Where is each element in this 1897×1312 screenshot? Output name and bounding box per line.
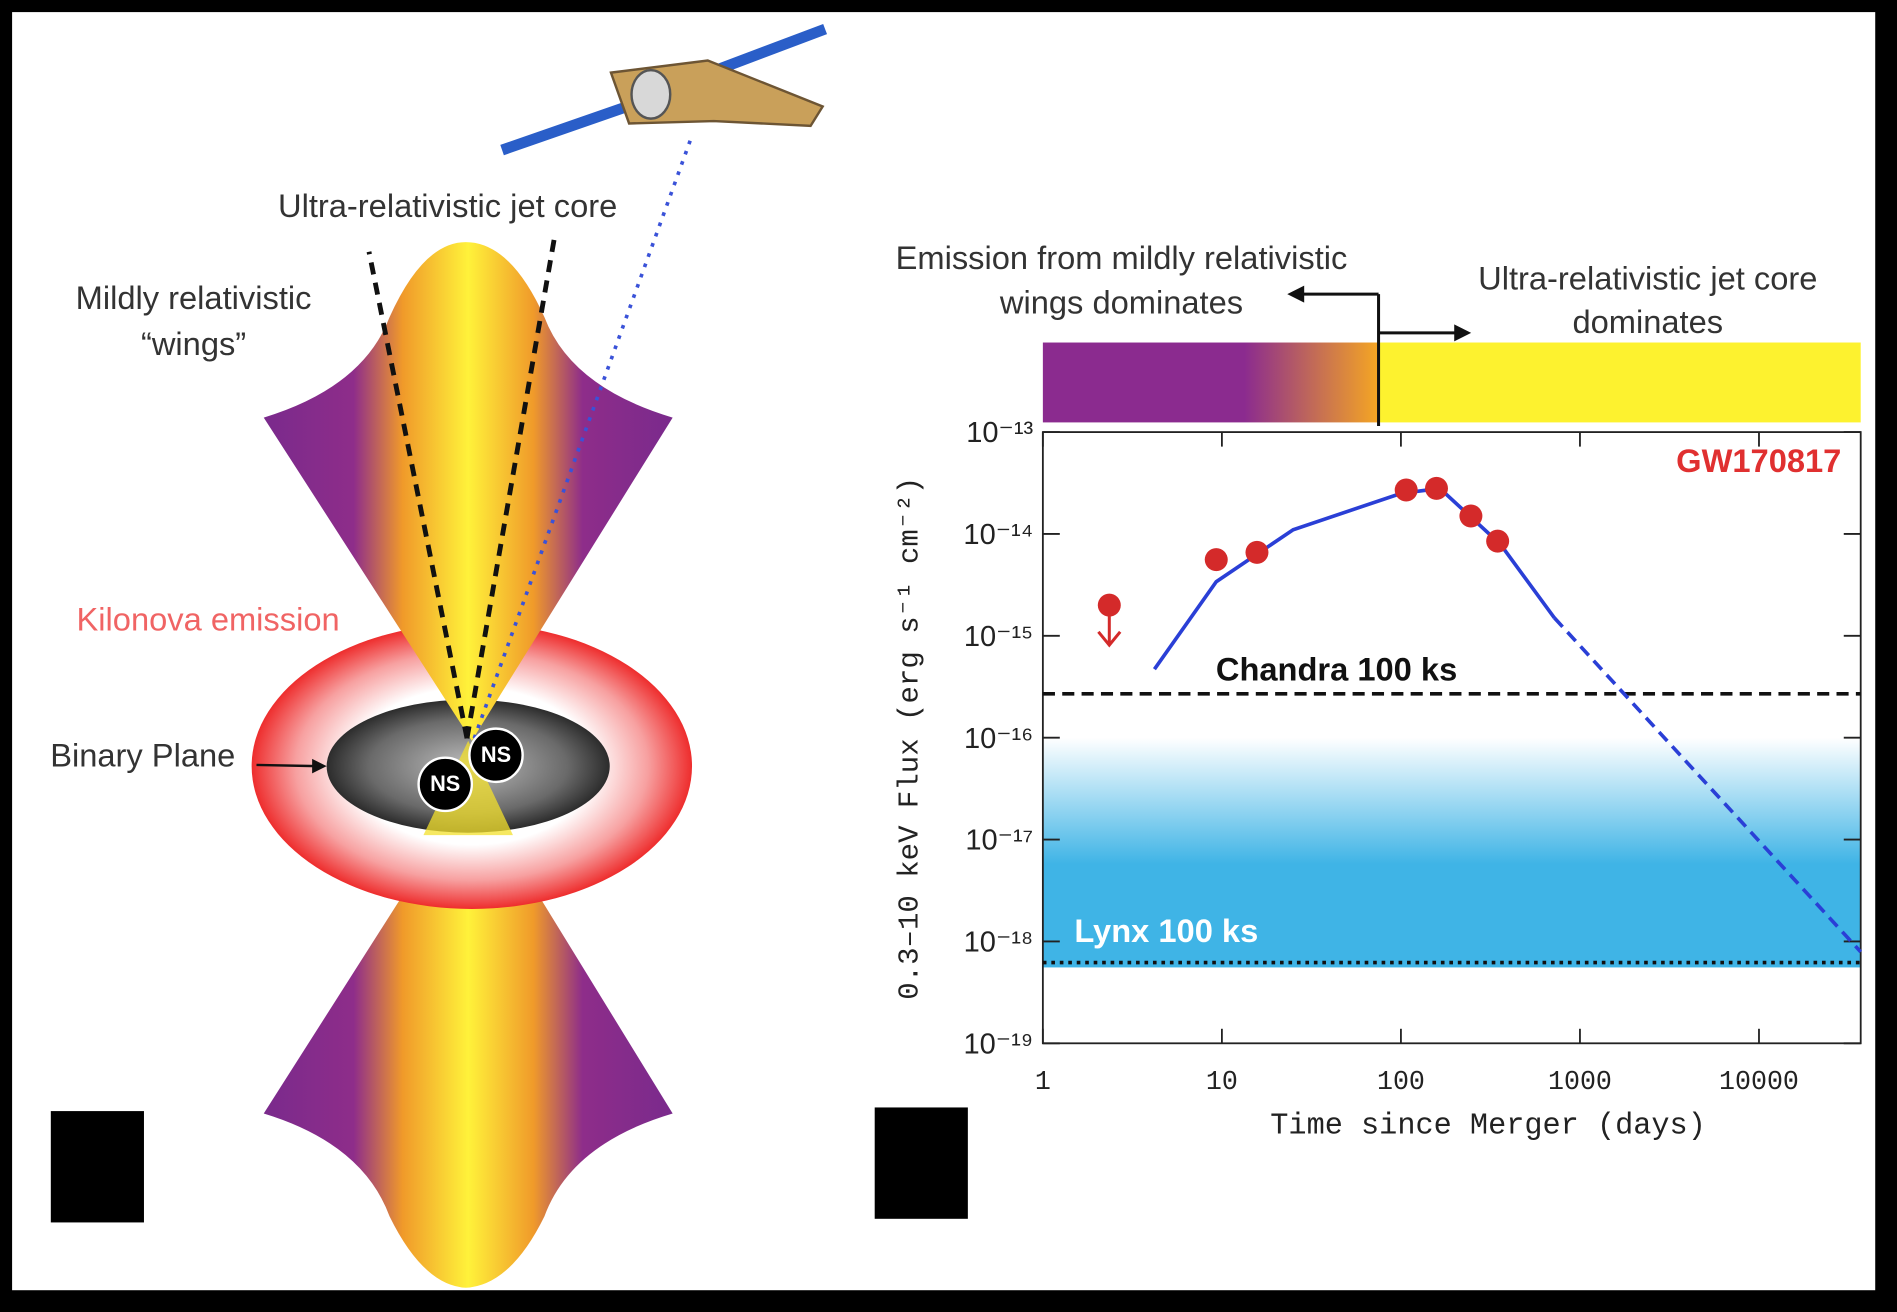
x-tick-label: 10 <box>1206 1067 1238 1097</box>
region-label: Ultra-relativistic jet core <box>1478 259 1817 296</box>
panel-marker <box>875 1107 968 1218</box>
data-point <box>1245 541 1268 564</box>
data-point <box>1425 477 1448 500</box>
diagram-label: Kilonova emission <box>77 601 340 638</box>
region-label: dominates <box>1572 303 1723 340</box>
x-tick-label: 1000 <box>1548 1067 1612 1097</box>
y-tick-label: 10⁻¹⁵ <box>964 621 1033 653</box>
page: {"diagram": { "labels": { "jet_core": "U… <box>0 0 1897 1312</box>
data-point <box>1395 479 1418 502</box>
x-tick-label: 10000 <box>1719 1067 1799 1097</box>
x-tick-label: 100 <box>1377 1067 1425 1097</box>
upper-limit <box>1098 594 1121 617</box>
y-tick-label: 10⁻¹⁹ <box>963 1028 1033 1060</box>
data-point <box>1205 548 1228 571</box>
region-label: Emission from mildly relativistic <box>896 239 1348 276</box>
diagram-label: Mildly relativistic <box>76 279 312 316</box>
x-tick-label: 1 <box>1035 1067 1051 1097</box>
data-point <box>1486 530 1509 553</box>
diagram-label: Ultra-relativistic jet core <box>278 187 617 224</box>
data-point <box>1459 505 1482 528</box>
y-tick-label: 10⁻¹³ <box>966 417 1033 449</box>
diagram-label: Binary Plane <box>50 736 235 773</box>
annotation: GW170817 <box>1676 442 1841 479</box>
region-bar <box>1043 343 1379 423</box>
satellite-mirror <box>632 70 671 118</box>
region-bar <box>1379 343 1861 423</box>
diagram-label: “wings” <box>141 325 246 362</box>
region-label: wings dominates <box>999 284 1243 321</box>
panel-marker <box>51 1111 144 1222</box>
figure: NS NS Ultra-relativistic jet core Mildly… <box>0 0 1897 1312</box>
arrow <box>256 765 316 766</box>
sensitivity-label: Lynx 100 ks <box>1074 912 1258 949</box>
x-axis-label: Time since Merger (days) <box>1270 1110 1706 1144</box>
y-tick-label: 10⁻¹⁷ <box>965 825 1033 857</box>
node-label: NS <box>481 742 511 767</box>
y-tick-label: 10⁻¹⁸ <box>964 927 1034 959</box>
sensitivity-label: Chandra 100 ks <box>1216 651 1457 688</box>
y-tick-label: 10⁻¹⁶ <box>964 723 1033 755</box>
node-label: NS <box>430 771 460 796</box>
y-tick-label: 10⁻¹⁴ <box>963 519 1033 551</box>
y-axis-label: 0.3–10 keV Flux (erg s⁻¹ cm⁻²) <box>893 477 926 1000</box>
